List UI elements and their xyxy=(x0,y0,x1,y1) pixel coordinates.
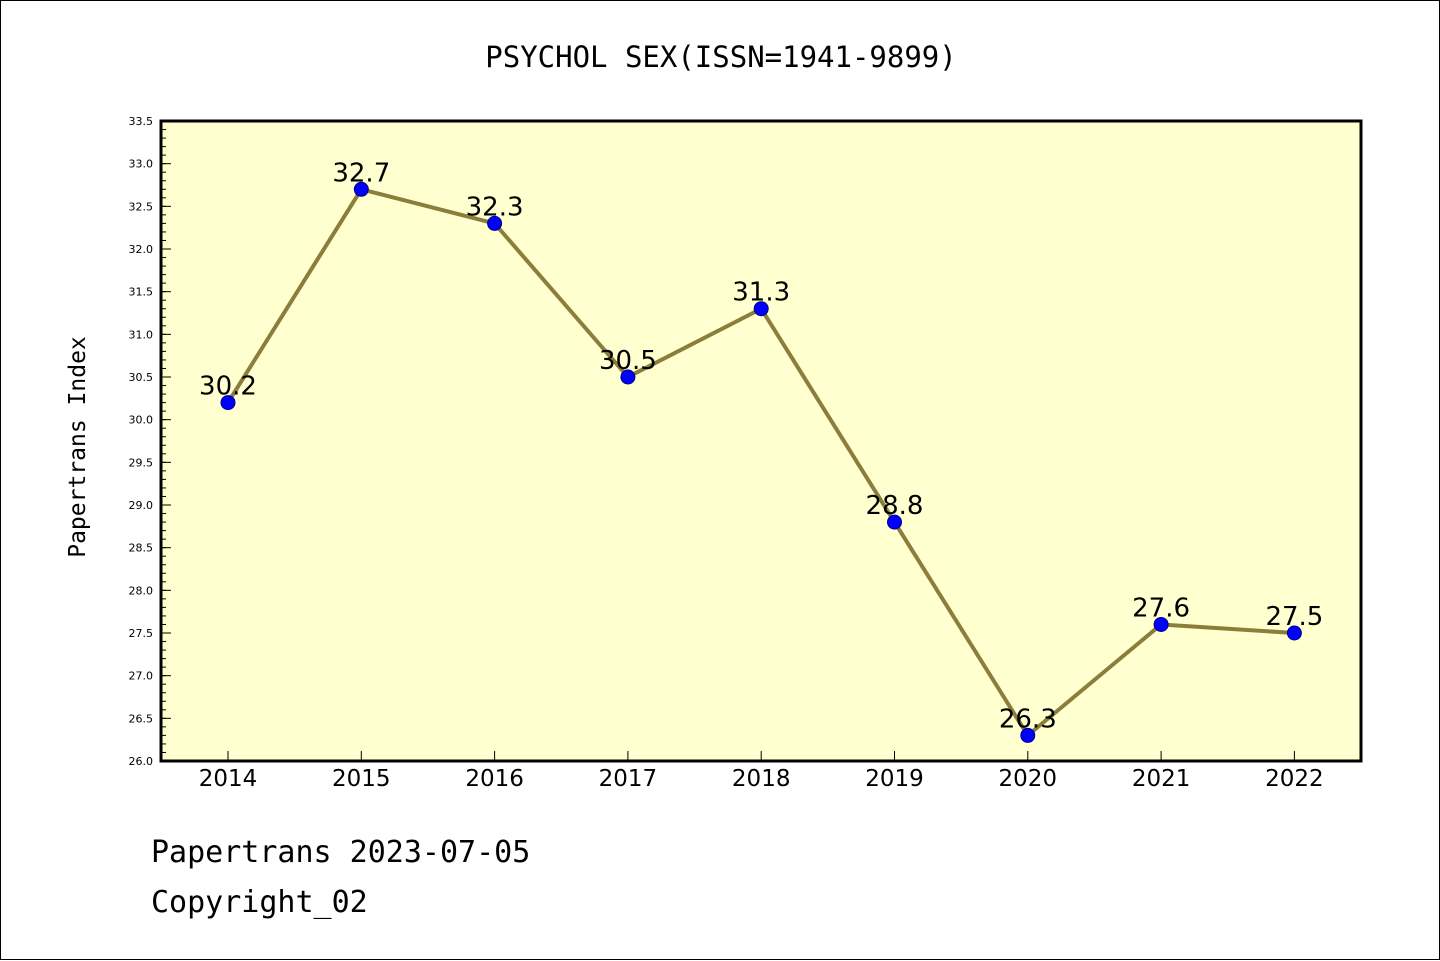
data-point xyxy=(887,514,902,530)
y-tick-label: 28.5 xyxy=(129,542,154,555)
y-tick-label: 31.5 xyxy=(129,286,154,299)
plot-area xyxy=(161,121,1361,761)
data-point xyxy=(1286,625,1302,641)
data-label: 30.5 xyxy=(599,346,657,376)
y-tick-label: 26.5 xyxy=(129,712,154,725)
data-label: 27.6 xyxy=(1132,593,1190,623)
data-label: 32.3 xyxy=(466,192,524,222)
y-tick-label: 26.0 xyxy=(129,755,154,768)
y-tick-label: 27.0 xyxy=(129,670,154,683)
footer-date-text: Papertrans 2023-07-05 xyxy=(151,835,531,870)
x-tick-label: 2019 xyxy=(865,766,924,792)
x-tick-label: 2017 xyxy=(599,766,658,792)
plot-frame xyxy=(159,119,1363,763)
y-tick-label: 30.0 xyxy=(129,414,154,427)
data-point xyxy=(353,181,369,197)
y-tick-label: 31.0 xyxy=(129,328,154,341)
y-tick-label: 28.0 xyxy=(129,584,154,597)
y-tick-label: 33.5 xyxy=(129,115,154,128)
y-tick-label: 32.5 xyxy=(129,200,154,213)
y-tick-label: 30.5 xyxy=(129,371,154,384)
chart-title: PSYCHOL SEX(ISSN=1941-9899) xyxy=(485,40,956,74)
data-point xyxy=(487,215,503,231)
y-tick-label: 29.0 xyxy=(129,499,154,512)
data-point xyxy=(620,369,636,385)
data-label: 28.8 xyxy=(866,491,924,521)
x-tick-label: 2022 xyxy=(1265,766,1324,792)
data-point xyxy=(1153,616,1169,632)
data-label: 27.5 xyxy=(1265,602,1323,632)
footer-copyright-text: Copyright_02 xyxy=(151,885,368,920)
data-label: 31.3 xyxy=(732,278,790,308)
data-point xyxy=(1020,727,1036,743)
y-axis-label: Papertrans Index xyxy=(65,336,91,558)
y-tick-label: 32.0 xyxy=(129,243,154,256)
x-tick-label: 2018 xyxy=(732,766,791,792)
data-label: 26.3 xyxy=(999,704,1057,734)
y-tick-label: 33.0 xyxy=(129,158,154,171)
x-tick-label: 2021 xyxy=(1132,766,1191,792)
y-tick-label: 27.5 xyxy=(129,627,154,640)
x-tick-label: 2014 xyxy=(199,766,258,792)
x-axis: 2014 2015 2016 2017 2018 2019 2020 2021 2022 xyxy=(199,751,1324,792)
x-tick-label: 2016 xyxy=(465,766,524,792)
data-label: 30.2 xyxy=(199,372,257,402)
data-point xyxy=(220,395,236,411)
y-axis: 26.0 26.5 27.0 27.5 28.0 28.5 29.0 29.5 30.0 30.5… xyxy=(129,115,171,768)
data-label: 32.7 xyxy=(332,158,390,188)
x-tick-label: 2015 xyxy=(332,766,391,792)
y-tick-label: 29.5 xyxy=(129,456,154,469)
data-point xyxy=(753,301,769,317)
x-tick-label: 2020 xyxy=(999,766,1058,792)
data-series: 30.2 32.7 32.3 30.5 31.3 28.8 26.3 27.6 27.5 xyxy=(199,158,1323,743)
